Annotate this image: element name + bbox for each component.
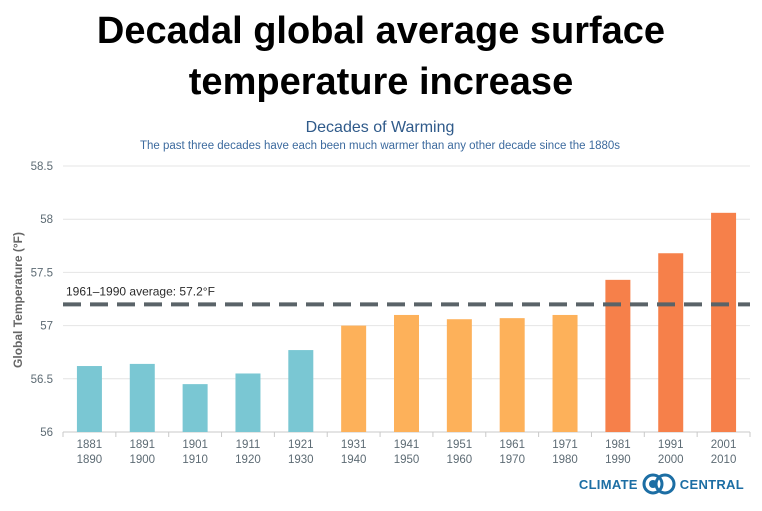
bar — [182, 384, 208, 432]
chart-title: Decades of Warming — [306, 119, 455, 136]
x-tick-label: 1981 1990 — [605, 439, 631, 466]
bar — [76, 366, 102, 432]
bar — [288, 350, 314, 432]
x-tick-label: 1991 2000 — [658, 439, 684, 466]
logo-left-text: CLIMATE — [578, 476, 638, 492]
x-tick-label: 1921 1930 — [288, 439, 314, 466]
x-tick-label: 1881 1890 — [77, 439, 103, 466]
x-tick-label: 1961 1970 — [499, 439, 525, 466]
reference-line-group: 1961–1990 average: 57.2°F — [63, 284, 750, 307]
x-tick-label: 1911 1920 — [235, 439, 261, 466]
bar — [711, 212, 737, 432]
climate-central-logo: CLIMATE CENTRAL — [579, 473, 744, 495]
logo-right-text: CENTRAL — [679, 476, 744, 492]
x-tick-label: 2001 2010 — [711, 439, 737, 466]
bar — [341, 325, 367, 432]
y-tick-label: 57.5 — [31, 267, 53, 279]
x-tick-labels: 1881 1890 1891 1900 1901 1910 1911 1920 1921 1930… — [62, 432, 751, 466]
bar — [658, 253, 684, 432]
y-tick-labels: 56 56.5 57 57.5 58 58.5 — [31, 161, 53, 439]
y-tick-label: 56.5 — [31, 374, 53, 386]
y-tick-label: 58 — [40, 214, 53, 226]
x-tick-label: 1901 1910 — [182, 439, 208, 466]
x-tick-label: 1971 1980 — [552, 439, 578, 466]
bars — [76, 212, 737, 432]
slide-title: Decadal global average surface temperatu… — [96, 10, 666, 103]
chart-subtitle: The past three decades have each been mu… — [140, 140, 620, 152]
bar — [394, 314, 419, 432]
reference-line-label: 1961–1990 average: 57.2°F — [66, 284, 215, 298]
bar — [235, 373, 261, 432]
logo-mark-icon — [642, 473, 676, 495]
x-tick-label: 1931 1940 — [341, 439, 367, 466]
x-tick-label: 1941 1950 — [394, 439, 420, 466]
y-axis-label: Global Temperature (°F) — [11, 232, 25, 368]
y-tick-label: 56 — [40, 427, 53, 439]
y-tick-label: 58.5 — [31, 161, 53, 173]
bar — [129, 363, 155, 432]
bar — [446, 319, 472, 432]
x-tick-label: 1891 1900 — [129, 439, 155, 466]
bar — [552, 314, 578, 432]
x-tick-label: 1951 1960 — [447, 439, 473, 466]
bar — [499, 318, 525, 432]
y-tick-label: 57 — [40, 321, 53, 333]
